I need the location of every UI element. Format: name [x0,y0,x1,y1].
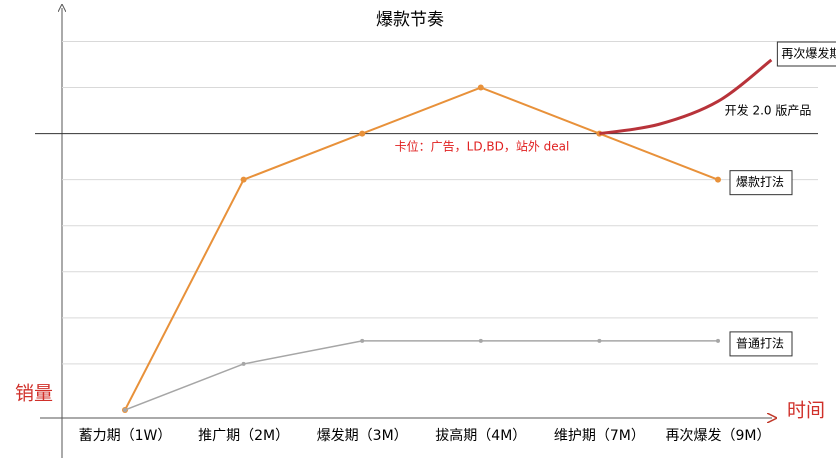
data-point [360,338,365,343]
data-point [597,338,602,343]
x-tick-label: 维护期（7M） [554,428,645,444]
series-label: 普通打法 [736,336,784,350]
annotation: 开发 2.0 版产品 [725,103,812,118]
series-line [124,340,718,411]
x-tick-label: 爆发期（3M） [317,428,408,444]
y-axis-label: 销量 [15,383,53,405]
data-point [359,130,366,137]
series-label-box [729,170,793,196]
chart-title: 爆款节奏 [376,10,444,30]
x-tick-label: 蓄力期（1W） [79,428,172,444]
annotation: 卡位：广告，LD,BD，站外 deal [395,139,570,154]
data-point [240,176,247,183]
series-line [124,86,719,411]
data-point [716,338,720,343]
x-tick-label: 推广期（2M） [198,428,289,444]
x-tick-label: 再次爆发（9M） [666,428,771,444]
series-label: 再次爆发期 [781,46,836,61]
series-label-box [776,41,836,67]
data-point [123,408,127,412]
series-label: 爆款打法 [736,175,784,189]
x-tick-label: 拔高期（4M） [435,427,526,444]
data-point [241,361,246,366]
data-point [478,338,483,343]
series-label-box [729,331,793,357]
data-point [477,84,484,91]
series-line [599,58,773,136]
x-axis-label: 时间 [787,400,825,422]
data-point [715,176,721,183]
